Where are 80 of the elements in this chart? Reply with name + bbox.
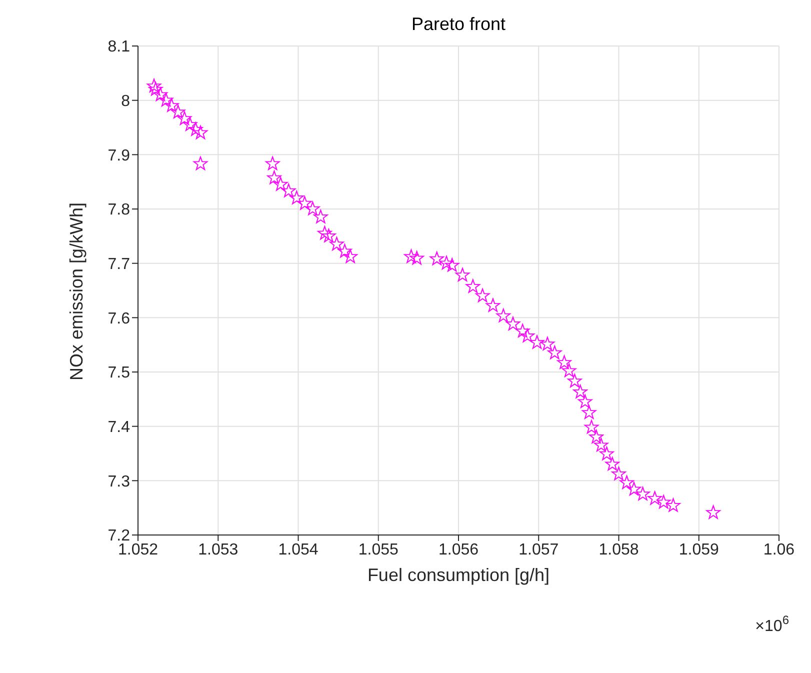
y-axis-title: NOx emission [g/kWh] bbox=[66, 202, 86, 380]
point bbox=[486, 298, 500, 312]
x-tick-label: 1.054 bbox=[278, 541, 318, 558]
point bbox=[582, 405, 596, 419]
point bbox=[496, 308, 511, 322]
point bbox=[620, 475, 634, 490]
point bbox=[540, 336, 555, 350]
point bbox=[410, 250, 424, 265]
point bbox=[273, 177, 288, 191]
point bbox=[455, 268, 470, 282]
point bbox=[706, 505, 720, 519]
point bbox=[330, 236, 344, 250]
point bbox=[475, 288, 490, 302]
y-tick-label: 7.7 bbox=[108, 256, 130, 274]
point bbox=[626, 482, 642, 496]
point bbox=[281, 184, 296, 198]
point bbox=[530, 335, 544, 349]
point bbox=[648, 491, 662, 505]
y-tick-label: 8 bbox=[121, 93, 130, 110]
x-tick-label: 1.059 bbox=[678, 541, 719, 558]
point bbox=[589, 430, 604, 444]
point bbox=[506, 316, 520, 330]
point bbox=[158, 92, 174, 106]
y-tick-label: 7.6 bbox=[108, 310, 130, 328]
point bbox=[605, 456, 620, 471]
chart-title: Pareto front bbox=[411, 14, 506, 34]
point bbox=[404, 249, 418, 263]
x-tick-label: 1.057 bbox=[518, 541, 559, 558]
point bbox=[338, 244, 352, 258]
point bbox=[562, 363, 576, 378]
point bbox=[170, 104, 186, 118]
point bbox=[578, 394, 592, 408]
point bbox=[193, 125, 208, 140]
point bbox=[314, 210, 328, 224]
point bbox=[584, 420, 599, 434]
point bbox=[466, 279, 480, 293]
point bbox=[612, 466, 626, 480]
point bbox=[322, 228, 336, 242]
point bbox=[547, 345, 562, 360]
point bbox=[656, 494, 671, 509]
point bbox=[515, 324, 530, 338]
y-tick-label: 7.3 bbox=[108, 473, 130, 490]
point bbox=[289, 190, 304, 204]
point bbox=[636, 486, 650, 500]
x-axis-title: Fuel consumption [g/h] bbox=[367, 565, 550, 585]
point bbox=[164, 98, 179, 112]
point bbox=[520, 328, 535, 342]
point bbox=[557, 355, 572, 369]
point bbox=[153, 87, 168, 102]
y-tick-label: 7.4 bbox=[108, 419, 130, 436]
point bbox=[306, 202, 320, 216]
point bbox=[318, 226, 332, 240]
point bbox=[267, 170, 282, 184]
point bbox=[182, 117, 198, 131]
point bbox=[298, 196, 312, 210]
point bbox=[666, 498, 680, 512]
point bbox=[188, 122, 203, 136]
y-tick-label: 7.8 bbox=[108, 202, 130, 219]
x-tick-label: 1.053 bbox=[198, 541, 238, 558]
point bbox=[573, 384, 588, 398]
y-tick-label: 8.1 bbox=[108, 38, 130, 56]
point bbox=[430, 251, 444, 266]
x-tick-label: 1.06 bbox=[763, 541, 795, 558]
point bbox=[444, 258, 460, 272]
point bbox=[594, 438, 608, 452]
x-tick-label: 1.055 bbox=[358, 541, 398, 558]
y-tick-label: 7.5 bbox=[108, 364, 130, 382]
x-tick-label: 1.058 bbox=[598, 541, 639, 558]
point bbox=[177, 111, 192, 125]
point bbox=[265, 156, 280, 170]
point bbox=[193, 156, 208, 170]
point bbox=[146, 78, 162, 92]
x-tick-label: 1.056 bbox=[438, 541, 479, 558]
point bbox=[439, 256, 454, 270]
point bbox=[343, 249, 358, 263]
point bbox=[600, 446, 614, 460]
point bbox=[148, 82, 163, 96]
point bbox=[568, 374, 582, 388]
text: ×10$^{6}$ bbox=[755, 613, 790, 635]
y-tick-label: 7.9 bbox=[108, 147, 130, 164]
